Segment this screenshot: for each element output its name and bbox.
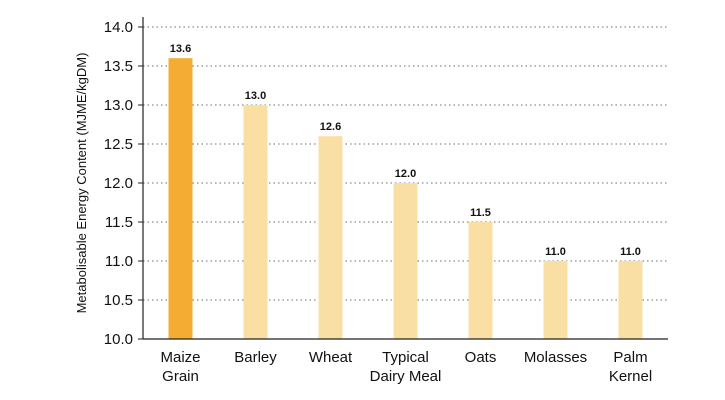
category-label: Kernel (609, 368, 652, 385)
category-label: Barley (234, 349, 277, 366)
category-label: Dairy Meal (370, 368, 442, 385)
category-label: Palm (613, 349, 647, 366)
category-label: Oats (465, 349, 497, 366)
bar (243, 105, 268, 339)
y-tick-label: 11.5 (105, 214, 133, 231)
value-label: 13.0 (245, 90, 266, 102)
bar (168, 58, 193, 339)
bars (168, 58, 643, 339)
category-label: Maize (160, 349, 200, 366)
y-tick-label: 12.5 (104, 136, 133, 153)
category-label: Wheat (309, 349, 353, 366)
value-labels: 13.6 13.0 12.6 12.0 11.5 11.0 11.0 (170, 43, 641, 258)
bar (543, 261, 568, 339)
bar (468, 222, 493, 339)
y-tick-label: 10.0 (104, 331, 133, 348)
y-tick-label: 10.5 (104, 292, 133, 309)
value-label: 11.0 (545, 246, 566, 258)
category-label: Molasses (524, 349, 587, 366)
y-axis-label: Metabolisable Energy Content (MJME/kgDM) (74, 53, 89, 314)
y-tick-label: 14.0 (104, 19, 133, 36)
bar (393, 183, 418, 339)
value-label: 13.6 (170, 43, 191, 55)
value-label: 11.5 (470, 207, 491, 219)
category-label: Typical (382, 349, 429, 366)
y-tick-label: 13.5 (104, 58, 133, 75)
category-label: Grain (162, 368, 199, 385)
value-label: 12.0 (395, 168, 416, 180)
x-axis-categories: Maize Grain Barley Wheat Typical Dairy Meal Oa… (160, 349, 652, 385)
y-tick-label: 12.0 (104, 175, 133, 192)
y-tick-label: 11.0 (105, 253, 133, 270)
value-label: 11.0 (620, 246, 641, 258)
y-tick-label: 13.0 (104, 97, 133, 114)
bar (318, 136, 343, 339)
bar (618, 261, 643, 339)
value-label: 12.6 (320, 121, 341, 133)
y-axis-ticks: 10.0 10.5 11.0 11.5 12.0 12.5 13.0 13.5 14.0 (104, 19, 143, 348)
